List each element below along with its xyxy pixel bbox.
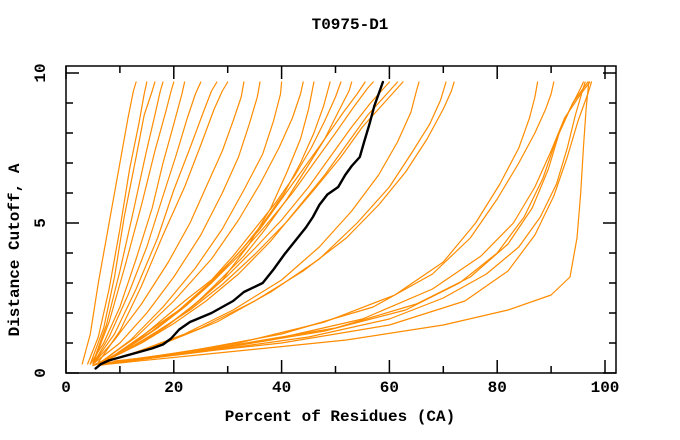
model-curve-8 [92, 81, 218, 365]
model-curve-6 [89, 81, 186, 365]
model-curve-32 [113, 81, 593, 362]
x-tick-label: 40 [272, 379, 291, 397]
model-curve-3 [89, 81, 156, 365]
model-curve-33 [108, 81, 590, 365]
model-curve-17 [95, 81, 353, 365]
model-curve-24 [103, 81, 447, 364]
model-curve-27 [97, 81, 555, 365]
x-axis-label: Percent of Residues (CA) [225, 408, 455, 426]
y-tick-label: 10 [32, 63, 50, 82]
model-curve-1 [81, 81, 137, 365]
model-curve-7 [92, 81, 202, 365]
model-curve-21 [95, 81, 399, 365]
model-curves-layer [81, 80, 593, 370]
model-curve-26 [103, 81, 539, 365]
model-curve-25 [92, 81, 420, 367]
model-curve-29 [103, 81, 586, 365]
model-curve-16 [97, 81, 342, 365]
x-tick-label: 0 [61, 379, 71, 397]
model-curve-11 [92, 81, 261, 365]
model-curve-2 [87, 81, 148, 365]
x-tick-label: 20 [164, 379, 183, 397]
axes-layer: 0 20 40 60 80 100 0 5 10 [32, 63, 619, 397]
model-curve-23 [97, 81, 455, 365]
model-curve-22 [103, 81, 404, 364]
model-curve-4 [92, 81, 164, 364]
model-curve-19 [92, 81, 374, 367]
model-curve-9 [97, 81, 229, 364]
model-curve-13 [97, 81, 304, 365]
model-curve-10 [92, 81, 245, 365]
y-tick-label: 5 [32, 218, 50, 228]
model-curve-5 [92, 81, 175, 365]
y-tick-label: 0 [32, 368, 50, 378]
model-curve-31 [97, 81, 591, 367]
model-curve-30 [108, 81, 589, 364]
x-tick-label: 100 [591, 379, 620, 397]
highlighted-model-curve [94, 80, 385, 370]
chart-title: T0975-D1 [312, 16, 389, 34]
x-tick-label: 80 [488, 379, 507, 397]
model-curve-12 [97, 81, 283, 365]
x-tick-label: 60 [380, 379, 399, 397]
y-axis-label: Distance Cutoff, A [6, 163, 24, 336]
